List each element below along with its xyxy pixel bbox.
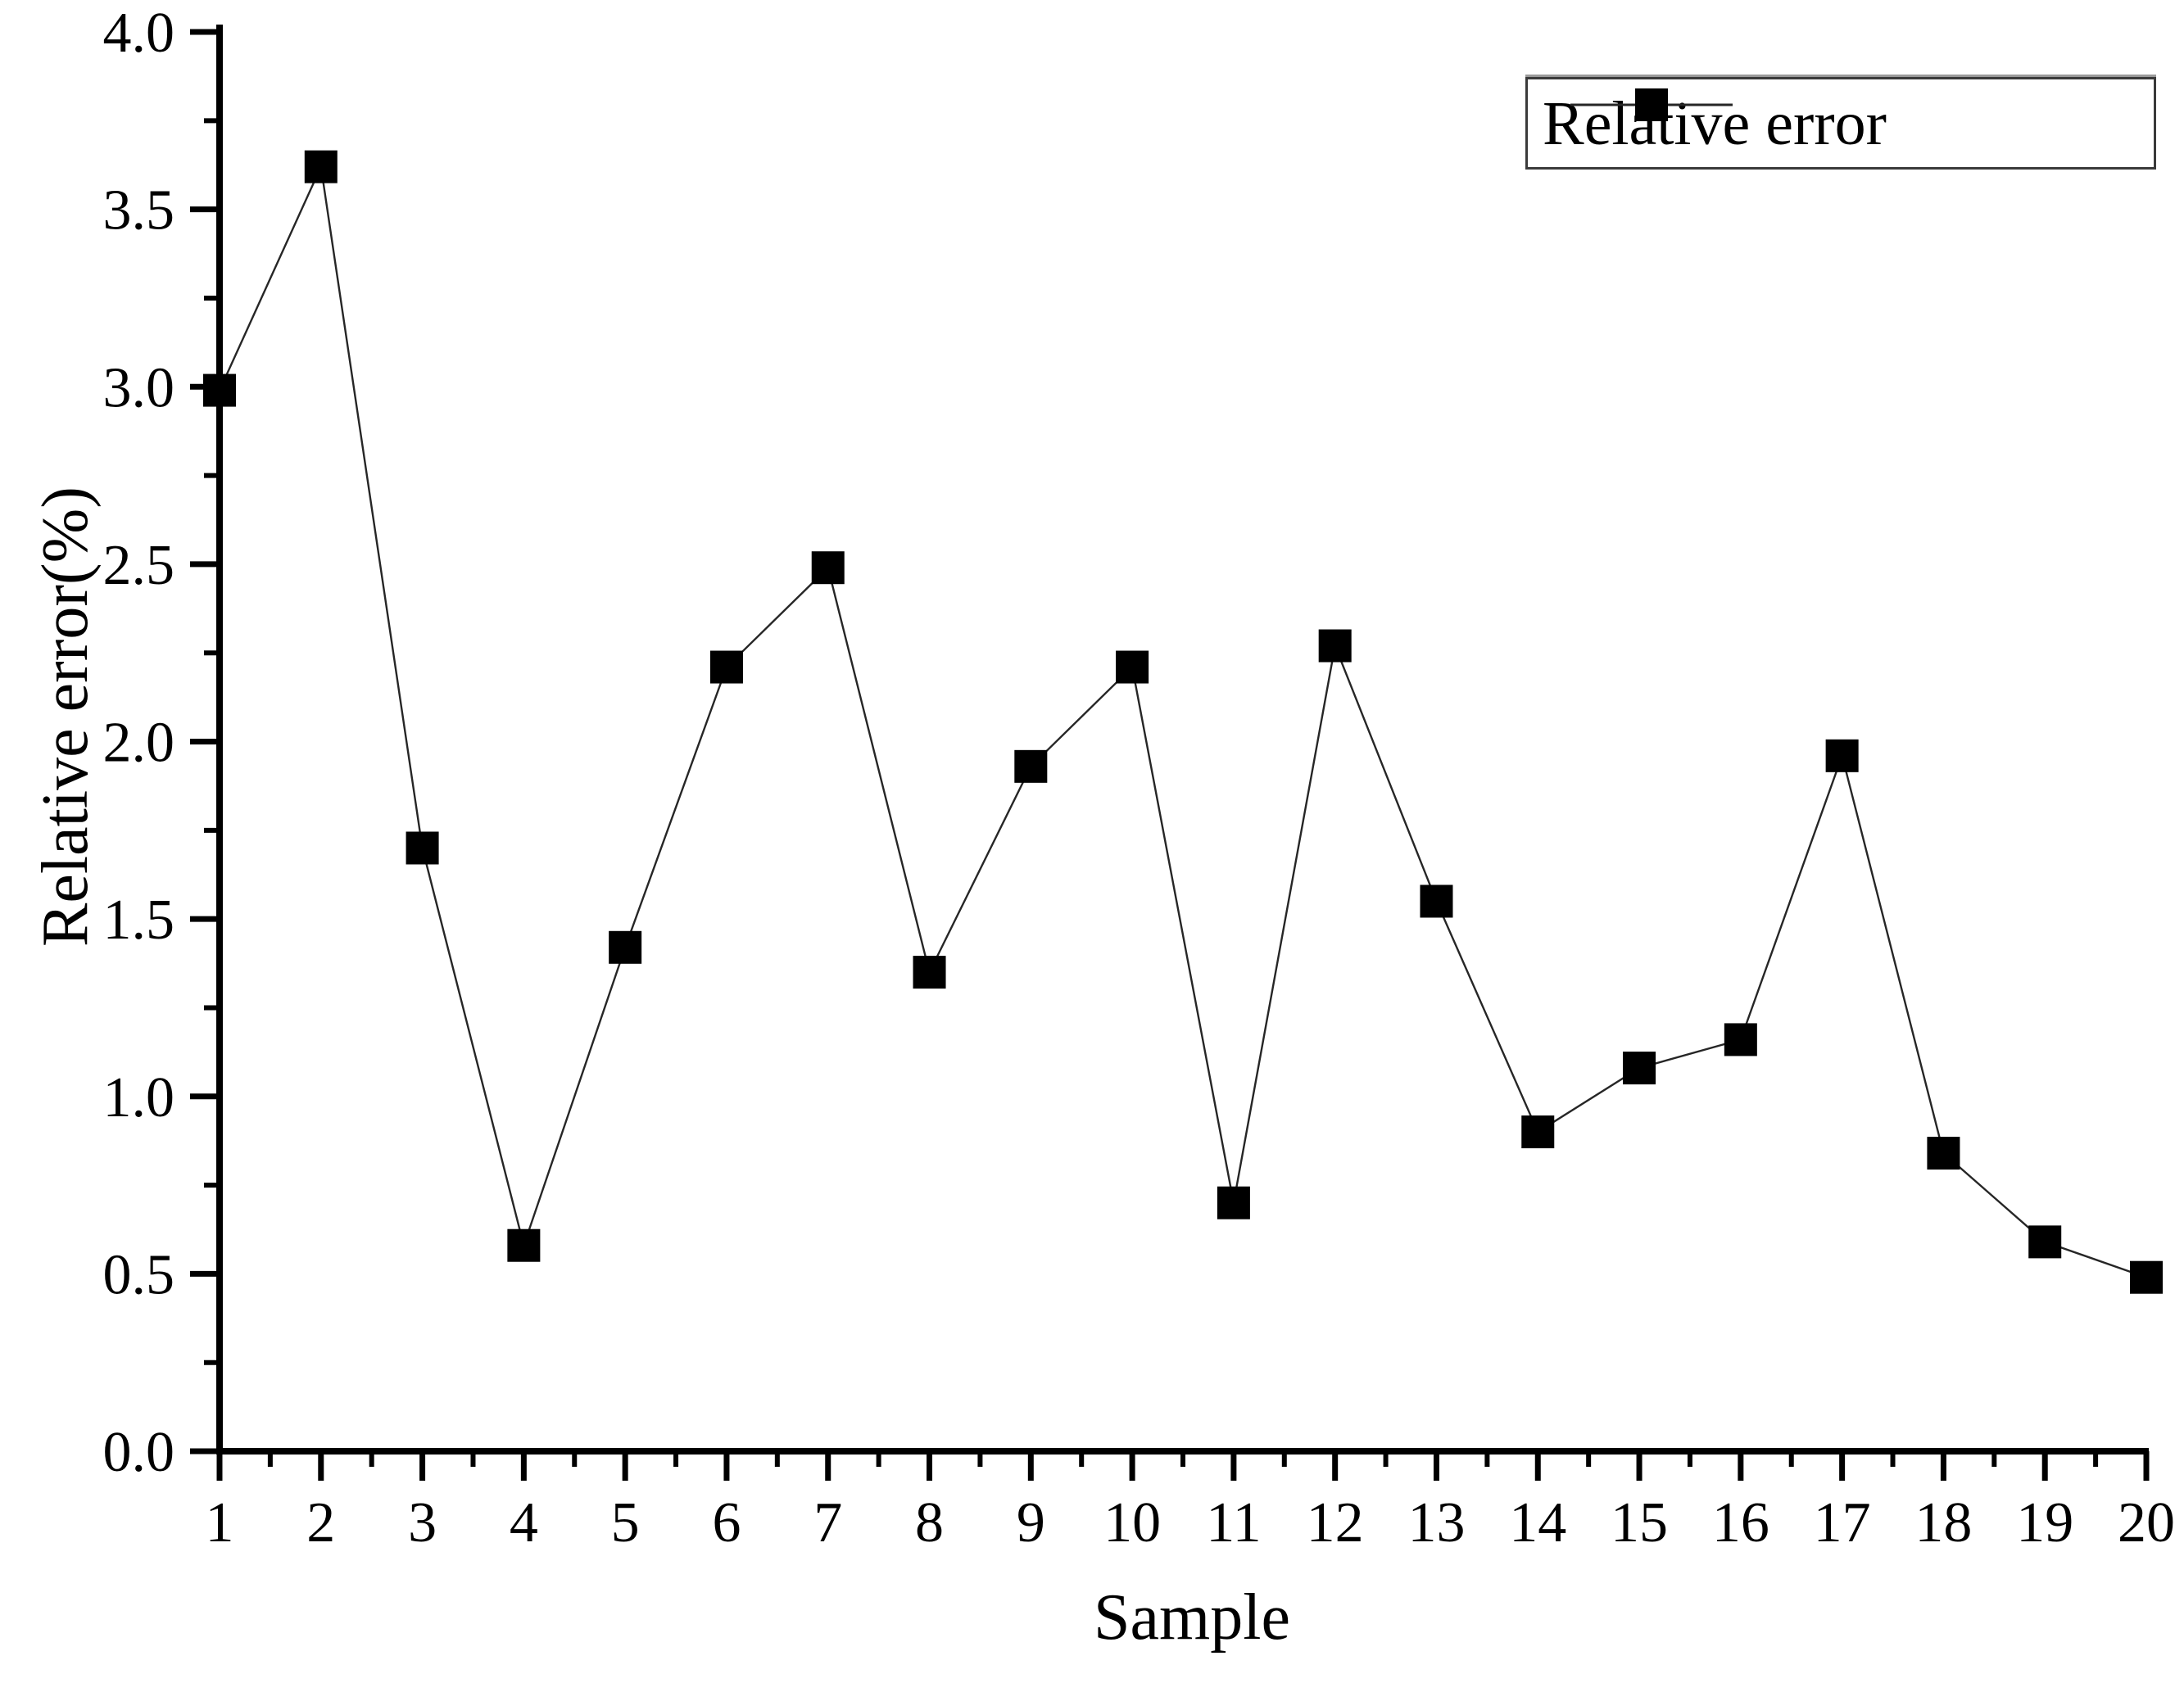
- x-tick-label: 5: [611, 1491, 640, 1554]
- data-point-marker: [1521, 1115, 1555, 1149]
- y-tick-label: 2.5: [103, 534, 175, 597]
- data-point-marker: [913, 956, 946, 989]
- legend-label: Relative error: [1543, 88, 1887, 158]
- x-tick-label: 3: [408, 1491, 437, 1554]
- x-tick-label: 1: [206, 1491, 234, 1554]
- y-tick-label: 1.5: [103, 889, 175, 952]
- data-point-marker: [507, 1228, 541, 1262]
- data-point-marker: [1014, 749, 1048, 783]
- x-tick-label: 17: [1814, 1491, 1871, 1554]
- data-point-marker: [709, 650, 743, 684]
- data-point-marker: [2028, 1225, 2062, 1259]
- y-tick-label: 0.5: [103, 1243, 175, 1306]
- y-axis-title: Relative error(%): [29, 486, 102, 947]
- x-axis-title: Sample: [1094, 1581, 1290, 1654]
- y-tick-label: 3.5: [103, 179, 175, 242]
- y-tick-label: 1.0: [103, 1066, 175, 1129]
- legend-box: Relative error: [1525, 77, 2156, 170]
- legend-square-marker-icon: [1635, 88, 1668, 121]
- data-point-marker: [203, 373, 236, 407]
- x-tick-label: 8: [915, 1491, 944, 1554]
- x-tick-label: 16: [1712, 1491, 1769, 1554]
- data-point-marker: [609, 930, 642, 964]
- x-tick-label: 11: [1206, 1491, 1261, 1554]
- data-point-marker: [811, 551, 845, 585]
- y-tick-label: 0.0: [103, 1421, 175, 1484]
- y-tick-label: 4.0: [103, 2, 175, 65]
- series-line: [218, 163, 2147, 1278]
- x-tick-label: 2: [306, 1491, 335, 1554]
- x-tick-label: 9: [1017, 1491, 1045, 1554]
- x-tick-label: 14: [1509, 1491, 1566, 1554]
- data-point-marker: [2130, 1260, 2163, 1294]
- data-point-marker: [1825, 739, 1859, 772]
- x-tick-label: 7: [813, 1491, 842, 1554]
- data-point-marker: [1724, 1023, 1757, 1056]
- data-point-marker: [1420, 884, 1453, 918]
- x-tick-label: 12: [1307, 1491, 1364, 1554]
- data-point-marker: [1623, 1052, 1656, 1085]
- data-point-marker: [1927, 1137, 1960, 1170]
- x-tick-label: 15: [1611, 1491, 1668, 1554]
- data-point-marker: [1217, 1186, 1250, 1219]
- x-tick-label: 13: [1407, 1491, 1465, 1554]
- data-point-marker: [406, 831, 439, 865]
- legend-swatch: [1570, 88, 1733, 121]
- y-tick-label: 2.0: [103, 712, 175, 775]
- x-tick-label: 10: [1103, 1491, 1161, 1554]
- y-tick-label: 3.0: [103, 356, 175, 419]
- x-tick-label: 6: [712, 1491, 741, 1554]
- data-point-marker: [304, 150, 338, 183]
- data-point-marker: [1318, 629, 1352, 663]
- x-tick-label: 18: [1914, 1491, 1972, 1554]
- x-tick-label: 20: [2118, 1491, 2175, 1554]
- data-point-marker: [1116, 650, 1149, 684]
- x-tick-label: 19: [2016, 1491, 2073, 1554]
- x-tick-label: 4: [510, 1491, 538, 1554]
